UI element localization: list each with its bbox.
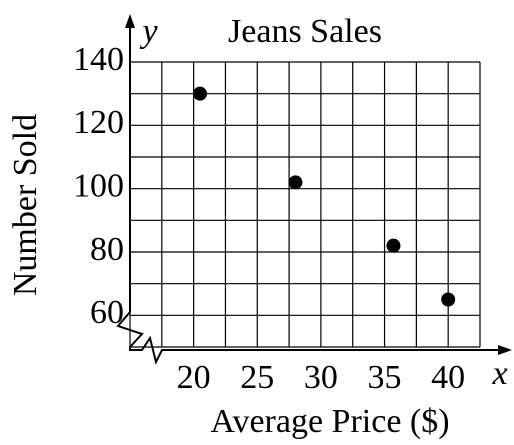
x-tick-label: 40	[431, 359, 465, 396]
point	[441, 292, 456, 307]
y-tick-label: 140	[73, 41, 124, 78]
x-tick-label: 30	[304, 359, 338, 396]
y-axis-label: Number Sold	[7, 114, 44, 296]
y-tick-label: 80	[90, 231, 124, 268]
y-tick-label: 100	[73, 167, 124, 204]
x-tick-label: 25	[240, 359, 274, 396]
axes	[116, 20, 505, 365]
grid	[129, 61, 481, 348]
axis-arrows	[125, 14, 512, 355]
x-axis-label: Average Price ($)	[210, 403, 449, 440]
x-tick-label: 20	[177, 359, 211, 396]
x-axis-symbol: x	[491, 355, 507, 392]
point	[193, 86, 207, 101]
point	[386, 238, 401, 253]
y-tick-label: 120	[73, 104, 124, 141]
y-axis-symbol: y	[139, 13, 158, 50]
y-tick-label: 60	[90, 294, 124, 331]
chart-title: Jeans Sales	[228, 13, 382, 50]
x-tick-label: 35	[368, 359, 402, 396]
point	[288, 175, 303, 190]
